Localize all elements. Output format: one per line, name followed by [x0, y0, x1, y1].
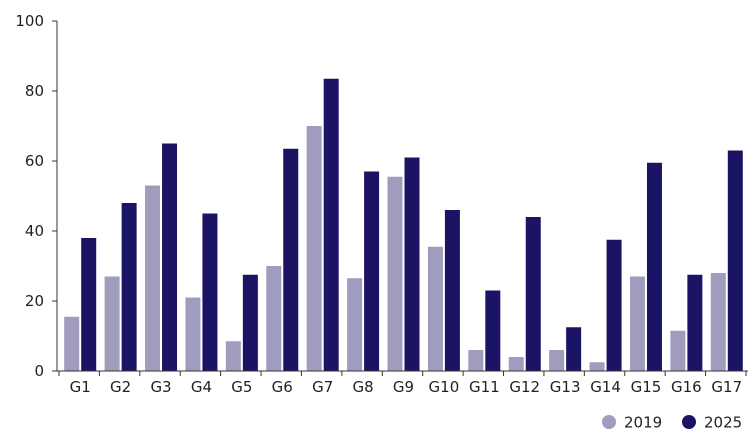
x-tick-label: G12 [509, 378, 540, 396]
x-tick-label: G3 [150, 378, 171, 396]
bar-2025-G2 [121, 203, 137, 371]
bar-2025-G10 [444, 210, 460, 371]
x-tick-label: G5 [231, 378, 252, 396]
bar-2019-G14 [589, 362, 605, 371]
bar-2019-G5 [225, 341, 241, 371]
y-tick-label: 40 [25, 222, 44, 240]
bar-2025-G12 [525, 217, 541, 371]
x-tick-label: G4 [191, 378, 212, 396]
legend-label-2025: 2025 [704, 414, 742, 430]
bar-2025-G17 [727, 150, 743, 371]
bar-2019-G15 [629, 276, 645, 371]
bar-2019-G17 [710, 273, 726, 371]
legend-label-2019: 2019 [624, 414, 662, 430]
bar-2025-G5 [242, 274, 258, 371]
bar-2019-G13 [549, 350, 565, 371]
bars [64, 78, 743, 371]
bar-2019-G9 [387, 176, 403, 371]
x-tick-label: G2 [110, 378, 131, 396]
x-tick-label: G9 [393, 378, 414, 396]
legend-swatch-2025 [682, 415, 696, 429]
bar-2025-G8 [364, 171, 380, 371]
bar-2019-G12 [508, 357, 524, 371]
bar-2025-G15 [646, 162, 662, 371]
bar-2019-G2 [104, 276, 120, 371]
x-tick-label: G13 [550, 378, 581, 396]
x-tick-label: G17 [711, 378, 742, 396]
bar-2019-G11 [468, 350, 484, 371]
bar-2025-G16 [687, 274, 703, 371]
bar-2025-G14 [606, 239, 622, 371]
y-tick-label: 20 [25, 292, 44, 310]
x-tick-label: G16 [671, 378, 702, 396]
bar-2019-G3 [145, 185, 161, 371]
bar-2025-G13 [566, 327, 582, 371]
x-tick-label: G10 [429, 378, 460, 396]
bar-2025-G11 [485, 290, 501, 371]
bar-2025-G7 [323, 78, 339, 371]
bar-2025-G6 [283, 148, 299, 371]
bar-2019-G16 [670, 330, 686, 371]
x-axis: G1 G2 G3 G4 G5 G6 G7 G8 G9 G10 G11 G12 G13 G14 G15 G16 G… [57, 370, 748, 396]
legend: 2019 2025 [602, 414, 742, 430]
bar-2025-G3 [162, 143, 178, 371]
bar-2019-G1 [64, 316, 80, 371]
bar-2019-G4 [185, 297, 201, 371]
legend-swatch-2019 [602, 415, 616, 429]
bar-2019-G7 [306, 126, 322, 371]
y-axis: 0 20 40 60 80 100 [15, 12, 58, 380]
bar-2019-G10 [427, 246, 443, 371]
bar-2025-G9 [404, 157, 420, 371]
x-tick-label: G1 [70, 378, 91, 396]
bar-2019-G8 [347, 278, 363, 371]
y-tick-label: 0 [34, 362, 44, 380]
y-tick-label: 60 [25, 152, 44, 170]
x-tick-label: G14 [590, 378, 621, 396]
x-tick-label: G11 [469, 378, 500, 396]
x-tick-label: G6 [272, 378, 293, 396]
bar-2025-G1 [81, 238, 97, 371]
y-tick-label: 80 [25, 82, 44, 100]
x-tick-label: G8 [353, 378, 374, 396]
x-tick-label: G7 [312, 378, 333, 396]
bar-2025-G4 [202, 213, 218, 371]
x-tick-label: G15 [631, 378, 662, 396]
bar-2019-G6 [266, 266, 282, 371]
y-tick-label: 100 [15, 12, 44, 30]
